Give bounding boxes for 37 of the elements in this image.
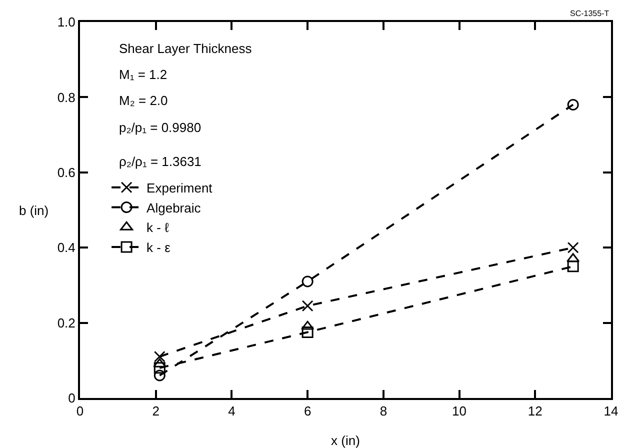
y-tick-label: 0.6: [57, 164, 76, 180]
annotation: M₂ = 2.0: [119, 93, 168, 108]
legend-label: k - ε: [146, 240, 171, 256]
point: [301, 320, 314, 330]
point: [154, 370, 166, 382]
x-tick-label: 8: [380, 404, 388, 419]
x-axis-title: x (in): [331, 433, 360, 448]
point: [566, 253, 580, 262]
y-tick-label: 1.0: [57, 14, 76, 30]
legend-label: Algebraic: [146, 200, 202, 216]
text: SC-1355-T: [570, 9, 610, 18]
y-axis-title: b (in): [19, 203, 49, 218]
x-tick-label: 14: [604, 404, 618, 419]
y-tick-label: 0.8: [57, 90, 76, 105]
point: [567, 98, 579, 110]
x-tick-label: 12: [528, 404, 542, 419]
x-tick-label: 10: [452, 404, 467, 419]
point: [153, 358, 166, 368]
point: [154, 362, 166, 374]
point: [567, 260, 579, 272]
point: [154, 350, 166, 362]
y-tick-label: 0.2: [57, 315, 76, 330]
y-tick-label: 0: [68, 390, 76, 406]
x-tick-label: 2: [152, 404, 160, 419]
x-tick-label: 4: [228, 404, 236, 419]
legend-label: k - ℓ: [146, 220, 170, 236]
legend-label: Experiment: [146, 180, 213, 196]
annotation: Shear Layer Thickness: [119, 41, 252, 56]
y-tick-label: 0.4: [57, 240, 76, 256]
x-tick-label: 6: [304, 404, 312, 419]
annotation: ρ₂/ρ₁ = 1.3631: [119, 154, 202, 169]
annotation: p₂/p₁ = 0.9980: [119, 120, 202, 135]
point: [302, 326, 314, 338]
point: [302, 300, 314, 312]
point: [302, 276, 314, 288]
point: [567, 242, 579, 254]
annotation: M₁ = 1.2: [119, 67, 168, 82]
